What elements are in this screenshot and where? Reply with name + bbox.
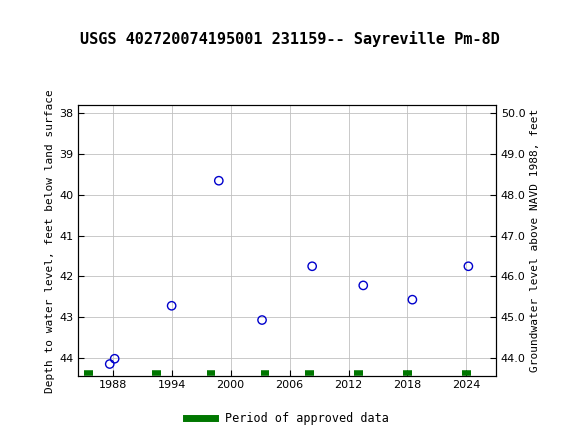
Point	[408, 296, 417, 303]
Y-axis label: Depth to water level, feet below land surface: Depth to water level, feet below land su…	[45, 89, 55, 393]
Y-axis label: Groundwater level above NAVD 1988, feet: Groundwater level above NAVD 1988, feet	[530, 109, 540, 372]
Point	[464, 263, 473, 270]
Point	[358, 282, 368, 289]
Point	[110, 355, 119, 362]
Text: ▉USGS: ▉USGS	[9, 14, 72, 31]
Point	[258, 316, 267, 323]
Legend: Period of approved data: Period of approved data	[181, 408, 393, 430]
Point	[307, 263, 317, 270]
Point	[105, 361, 114, 368]
Point	[167, 302, 176, 309]
Point	[214, 177, 223, 184]
Text: USGS 402720074195001 231159-- Sayreville Pm-8D: USGS 402720074195001 231159-- Sayreville…	[80, 31, 500, 47]
